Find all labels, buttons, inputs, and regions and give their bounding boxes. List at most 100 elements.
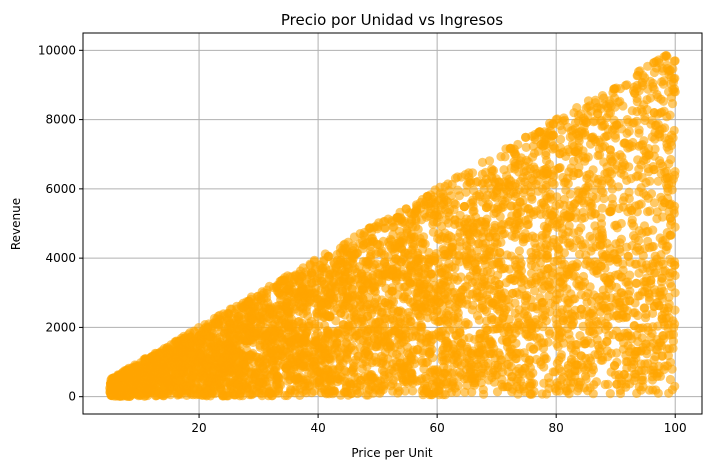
scatter-point [544, 291, 554, 301]
scatter-point [455, 328, 465, 338]
scatter-point [255, 320, 266, 330]
scatter-point [223, 316, 234, 326]
scatter-point [335, 277, 345, 287]
scatter-point [398, 375, 408, 385]
scatter-point [497, 291, 507, 301]
scatter-point [646, 275, 656, 285]
scatter-point [420, 380, 430, 390]
scatter-point [566, 263, 576, 273]
scatter-point [552, 294, 562, 305]
scatter-point [617, 288, 627, 298]
scatter-point [464, 333, 474, 343]
scatter-point [181, 385, 191, 395]
scatter-point [670, 170, 680, 180]
scatter-point [418, 232, 429, 242]
scatter-point [510, 308, 520, 318]
scatter-point [140, 391, 150, 401]
scatter-point [315, 273, 325, 283]
scatter-point [547, 271, 557, 281]
scatter-point [160, 368, 170, 378]
scatter-point [402, 270, 413, 280]
scatter-point [418, 358, 428, 368]
scatter-point [637, 372, 647, 382]
scatter-point [223, 391, 233, 401]
scatter-point [648, 308, 658, 318]
scatter-point [514, 246, 525, 256]
scatter-point [579, 198, 589, 208]
scatter-point [477, 296, 487, 306]
scatter-point [507, 201, 517, 211]
scatter-point [670, 288, 680, 298]
scatter-point [627, 106, 637, 116]
scatter-point [618, 303, 628, 313]
scatter-point [299, 285, 309, 295]
scatter-point [254, 377, 264, 387]
scatter-point [443, 218, 453, 228]
scatter-point [670, 305, 680, 315]
scatter-point [549, 256, 559, 267]
scatter-point [664, 388, 674, 398]
scatter-point [565, 189, 576, 199]
scatter-point [256, 312, 266, 322]
scatter-point [511, 348, 521, 359]
scatter-point [477, 343, 487, 353]
scatter-point [563, 360, 573, 370]
scatter-point [467, 387, 477, 397]
scatter-point [557, 223, 567, 233]
scatter-point [498, 219, 508, 229]
scatter-point [501, 278, 511, 288]
scatter-point [507, 231, 517, 241]
scatter-point [662, 142, 672, 152]
scatter-point [513, 264, 524, 274]
scatter-point [638, 382, 648, 392]
scatter-point [457, 298, 467, 308]
scatter-point [402, 287, 412, 297]
scatter-point [623, 251, 633, 261]
scatter-point [250, 368, 261, 378]
scatter-point [627, 215, 637, 225]
scatter-point [370, 299, 380, 309]
scatter-point [488, 226, 498, 236]
scatter-point [665, 278, 675, 288]
scatter-point [606, 293, 616, 303]
scatter-point [664, 313, 674, 323]
scatter-point [605, 389, 615, 399]
scatter-point [610, 102, 620, 112]
scatter-point [429, 192, 439, 202]
scatter-point [264, 281, 275, 291]
scatter-point [532, 304, 542, 314]
scatter-point [413, 266, 423, 276]
scatter-point [381, 269, 391, 279]
scatter-point [567, 139, 578, 150]
scatter-point [574, 168, 584, 178]
scatter-point [373, 334, 383, 345]
scatter-point [612, 357, 622, 367]
scatter-point [486, 349, 496, 359]
scatter-point [373, 268, 384, 278]
scatter-point [542, 174, 552, 185]
scatter-point [316, 301, 326, 311]
scatter-point [525, 371, 536, 381]
scatter-point [523, 232, 534, 243]
scatter-point [444, 306, 454, 316]
scatter-point [563, 179, 573, 189]
scatter-point [377, 295, 387, 305]
scatter-point [332, 338, 342, 348]
scatter-point [489, 377, 499, 387]
scatter-point [528, 175, 538, 185]
scatter-point [583, 96, 594, 106]
scatter-point [461, 318, 471, 328]
scatter-point [653, 176, 663, 186]
scatter-point [212, 314, 222, 324]
scatter-point [549, 234, 559, 245]
scatter-point [331, 371, 341, 381]
scatter-point [481, 202, 491, 213]
scatter-point [660, 133, 670, 143]
scatter-point [521, 142, 531, 152]
scatter-point [338, 358, 348, 368]
scatter-point [270, 319, 280, 329]
scatter-point [234, 311, 244, 321]
scatter-point [345, 381, 355, 391]
scatter-point [634, 128, 644, 138]
scatter-point [588, 305, 598, 315]
